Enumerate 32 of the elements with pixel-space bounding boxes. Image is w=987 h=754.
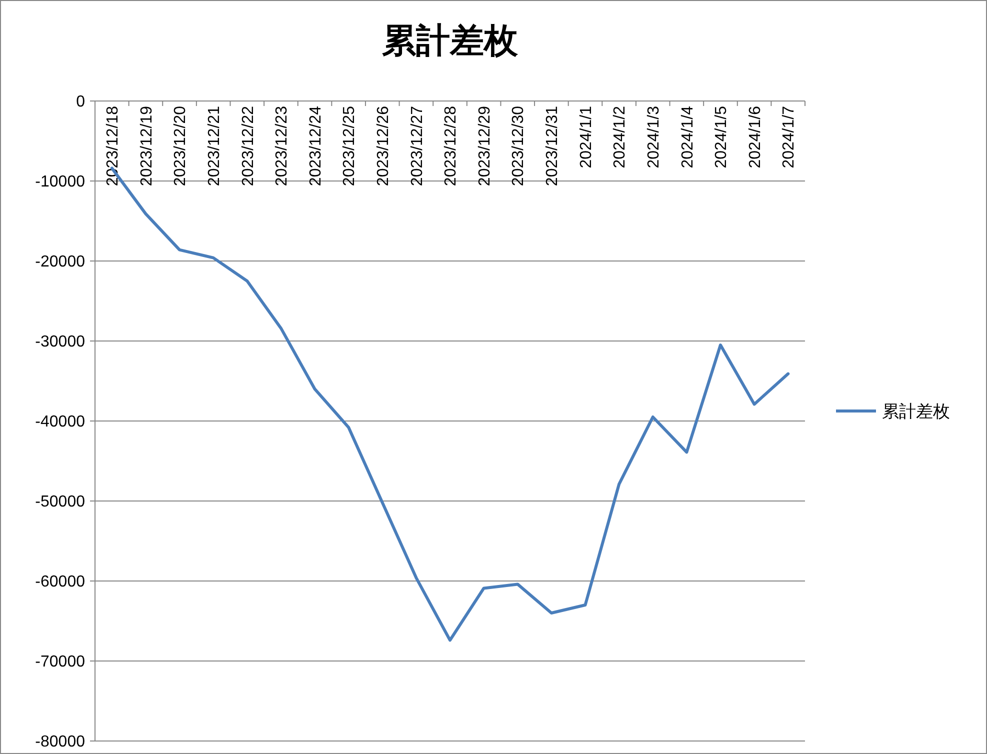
x-tick-label: 2023/12/26 [374, 106, 392, 186]
x-tick-label: 2023/12/22 [240, 106, 257, 186]
x-tick-label: 2023/12/25 [341, 106, 358, 186]
x-tick-label: 2023/12/21 [206, 106, 223, 186]
x-tick-label: 2023/12/20 [172, 106, 190, 186]
legend-label: 累計差枚 [882, 402, 950, 421]
x-tick-label: 2023/12/18 [104, 106, 122, 186]
x-tick-label: 2024/1/1 [578, 106, 595, 168]
x-tick-label: 2023/12/29 [476, 106, 494, 186]
x-tick-label: 2023/12/27 [408, 106, 426, 186]
x-tick-label: 2023/12/30 [510, 106, 528, 186]
x-tick-label: 2024/1/5 [713, 106, 730, 168]
y-tick-label: -80000 [35, 734, 86, 751]
x-tick-label: 2023/12/23 [274, 106, 291, 186]
y-tick-label: -50000 [35, 494, 86, 511]
y-tick-label: -30000 [35, 334, 86, 351]
x-tick-label: 2023/12/31 [544, 106, 562, 186]
y-tick-label: -40000 [35, 414, 86, 431]
x-tick-label: 2023/12/28 [442, 106, 460, 186]
y-tick-label: 0 [76, 94, 86, 111]
chart-title: 累計差枚 [382, 21, 519, 61]
y-tick-label: -10000 [35, 174, 86, 191]
y-tick-label: -70000 [35, 654, 86, 671]
x-tick-label: 2024/1/3 [645, 106, 662, 168]
x-tick-label: 2024/1/6 [746, 106, 764, 168]
x-tick-label: 2024/1/7 [780, 106, 798, 168]
y-tick-label: -60000 [35, 574, 86, 591]
y-tick-label: -20000 [35, 254, 86, 271]
x-tick-label: 2024/1/4 [679, 106, 696, 168]
x-tick-label: 2023/12/24 [307, 106, 324, 186]
x-tick-label: 2023/12/19 [138, 106, 156, 186]
x-tick-label: 2024/1/2 [612, 106, 629, 168]
